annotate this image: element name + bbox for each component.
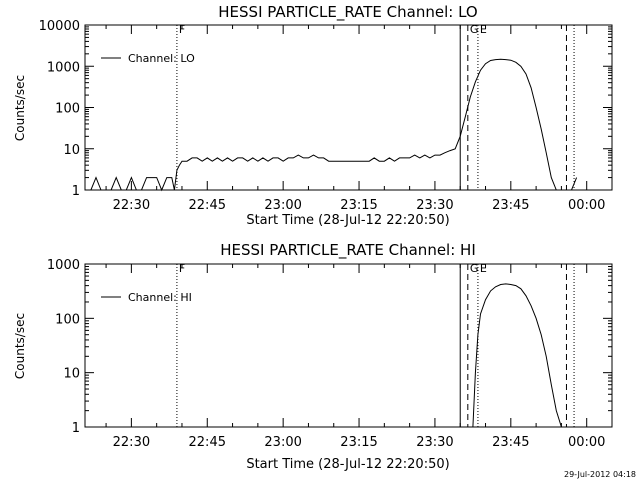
y-tick-label: 1	[72, 421, 80, 436]
y-tick-label: 1000	[47, 258, 80, 273]
y-tick-label: 1	[72, 184, 80, 199]
y-tick-label: 10000	[39, 19, 80, 34]
legend-label: Channel: HI	[128, 291, 192, 304]
x-tick-label: 00:00	[568, 435, 605, 450]
y-tick-label: 10	[63, 143, 80, 158]
x-tick-label: 22:30	[113, 435, 150, 450]
y-axis-label: Counts/sec	[13, 313, 27, 379]
chart-title: HESSI PARTICLE_RATE Channel: HI	[220, 241, 476, 260]
y-tick-label: 10	[63, 367, 80, 382]
event-marker-label: G	[470, 23, 479, 36]
x-tick-label: 23:45	[492, 198, 529, 213]
x-tick-label: 23:00	[264, 435, 301, 450]
x-axis-label: Start Time (28-Jul-12 22:20:50)	[246, 457, 449, 472]
chart-title: HESSI PARTICLE_RATE Channel: LO	[218, 3, 477, 22]
x-tick-label: 22:45	[189, 435, 226, 450]
x-tick-label: 23:30	[416, 198, 453, 213]
y-tick-label: 1000	[47, 60, 80, 75]
y-axis-label: Counts/sec	[13, 75, 27, 141]
x-tick-label: 00:00	[568, 198, 605, 213]
y-tick-label: 100	[55, 312, 80, 327]
y-tick-label: 100	[55, 102, 80, 117]
footer-timestamp: 29-Jul-2012 04:18	[564, 470, 636, 479]
plot-frame	[84, 263, 613, 428]
chart-panel-lo: HESSI PARTICLE_RATE Channel: LO Counts/s…	[13, 3, 613, 228]
chart-panel-hi: HESSI PARTICLE_RATE Channel: HI Counts/s…	[13, 241, 613, 472]
event-marker-label: E	[480, 23, 487, 36]
legend-label: Channel: LO	[128, 52, 195, 65]
x-axis-label: Start Time (28-Jul-12 22:20:50)	[246, 213, 449, 228]
x-tick-label: 23:45	[492, 435, 529, 450]
x-tick-label: 23:15	[340, 198, 377, 213]
event-marker-label: G	[470, 262, 479, 275]
x-tick-label: 22:45	[189, 198, 226, 213]
series-line	[472, 283, 562, 428]
event-marker-label: F	[179, 262, 185, 275]
x-tick-label: 22:30	[113, 198, 150, 213]
event-marker-label: F	[179, 23, 185, 36]
x-tick-label: 23:30	[416, 435, 453, 450]
plot-frame	[84, 24, 613, 191]
event-marker-label: E	[480, 262, 487, 275]
x-tick-label: 23:15	[340, 435, 377, 450]
series-line	[85, 58, 578, 192]
x-tick-label: 23:00	[264, 198, 301, 213]
